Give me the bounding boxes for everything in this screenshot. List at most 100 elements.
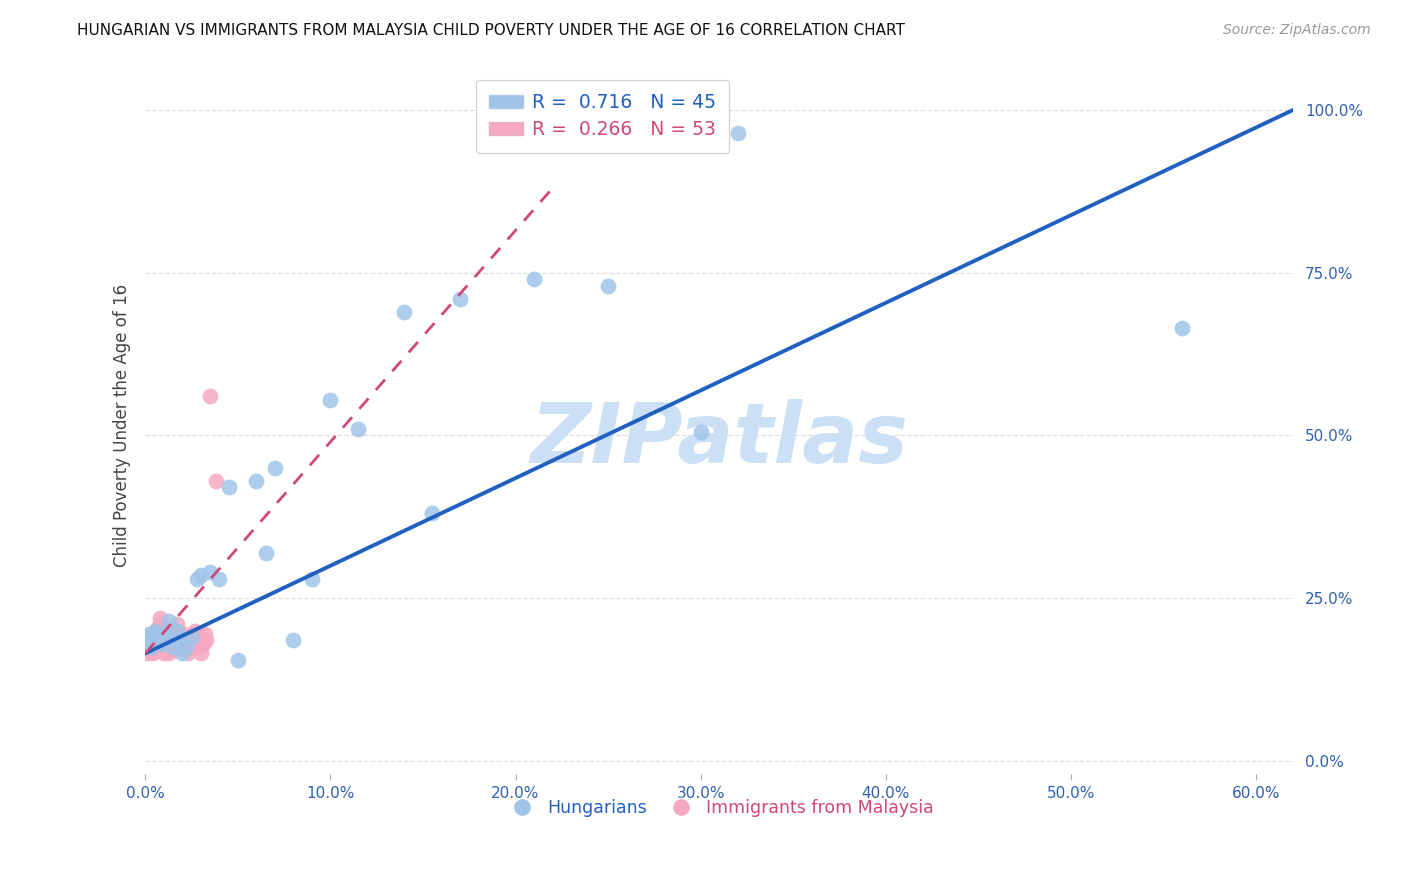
Point <box>143 633 166 648</box>
Point <box>174 640 197 654</box>
Text: Source: ZipAtlas.com: Source: ZipAtlas.com <box>1223 23 1371 37</box>
Point <box>186 572 208 586</box>
Point <box>148 633 170 648</box>
Point <box>172 646 194 660</box>
Point <box>167 633 190 648</box>
Point <box>208 572 231 586</box>
Point <box>166 624 188 638</box>
Point <box>155 627 177 641</box>
Point <box>347 422 370 436</box>
Point <box>190 646 212 660</box>
Point <box>186 627 208 641</box>
Point <box>156 640 179 654</box>
Point <box>149 617 172 632</box>
Text: ZIPatlas: ZIPatlas <box>530 399 908 480</box>
Point <box>190 568 212 582</box>
Point <box>142 646 165 660</box>
Point <box>198 565 221 579</box>
Point <box>138 640 160 654</box>
Y-axis label: Child Poverty Under the Age of 16: Child Poverty Under the Age of 16 <box>114 284 131 567</box>
Text: HUNGARIAN VS IMMIGRANTS FROM MALAYSIA CHILD POVERTY UNDER THE AGE OF 16 CORRELAT: HUNGARIAN VS IMMIGRANTS FROM MALAYSIA CH… <box>77 23 905 38</box>
Point <box>136 633 159 648</box>
Point <box>149 610 172 624</box>
Point <box>191 637 214 651</box>
Point <box>139 633 162 648</box>
Point <box>420 507 443 521</box>
Point <box>156 633 179 648</box>
Point <box>245 474 267 488</box>
Point <box>143 624 166 638</box>
Point <box>166 617 188 632</box>
Point <box>449 292 471 306</box>
Point <box>180 640 202 654</box>
Point <box>162 637 184 651</box>
Point <box>139 640 162 654</box>
Point <box>142 633 165 648</box>
Point <box>162 640 184 654</box>
Point <box>204 474 226 488</box>
Point <box>142 643 165 657</box>
Point <box>155 630 177 644</box>
Point <box>143 627 166 641</box>
Point <box>254 545 277 559</box>
Point <box>1171 321 1194 335</box>
Point <box>138 637 160 651</box>
Point <box>184 624 207 638</box>
Point <box>163 633 186 648</box>
Point <box>172 640 194 654</box>
Point <box>162 643 184 657</box>
Point <box>139 630 162 644</box>
Point <box>143 633 166 648</box>
Point <box>264 461 287 475</box>
Point <box>148 627 170 641</box>
Point <box>150 637 173 651</box>
Point <box>169 640 191 654</box>
Point <box>394 304 416 318</box>
Point <box>153 646 176 660</box>
Point <box>156 633 179 648</box>
Point <box>136 646 159 660</box>
Point <box>283 633 305 648</box>
Point <box>160 633 183 648</box>
Point <box>145 640 167 654</box>
Point <box>319 392 342 407</box>
Point <box>153 640 176 654</box>
Point <box>139 627 162 641</box>
Legend: Hungarians, Immigrants from Malaysia: Hungarians, Immigrants from Malaysia <box>498 792 941 824</box>
Point <box>150 640 173 654</box>
Point <box>218 480 240 494</box>
Point <box>188 640 211 654</box>
Point <box>727 126 749 140</box>
Point <box>174 640 197 654</box>
Point <box>167 630 190 644</box>
Point <box>163 633 186 648</box>
Point <box>148 620 170 634</box>
Point <box>195 633 218 648</box>
Point <box>173 627 195 641</box>
Point <box>163 627 186 641</box>
Point <box>155 630 177 644</box>
Point <box>523 272 546 286</box>
Point <box>148 627 170 641</box>
Point <box>598 278 620 293</box>
Point <box>138 627 160 641</box>
Point <box>198 389 221 403</box>
Point <box>177 646 200 660</box>
Point <box>167 637 190 651</box>
Point <box>157 637 180 651</box>
Point <box>193 627 215 641</box>
Point <box>149 633 172 648</box>
Point <box>301 572 323 586</box>
Point <box>180 630 202 644</box>
Point <box>172 633 194 648</box>
Point <box>136 643 159 657</box>
Point <box>157 646 180 660</box>
Point <box>226 653 249 667</box>
Point <box>180 633 202 648</box>
Point <box>153 627 176 641</box>
Point <box>689 425 711 439</box>
Point <box>179 637 201 651</box>
Point <box>150 637 173 651</box>
Point <box>157 614 180 628</box>
Point <box>145 643 167 657</box>
